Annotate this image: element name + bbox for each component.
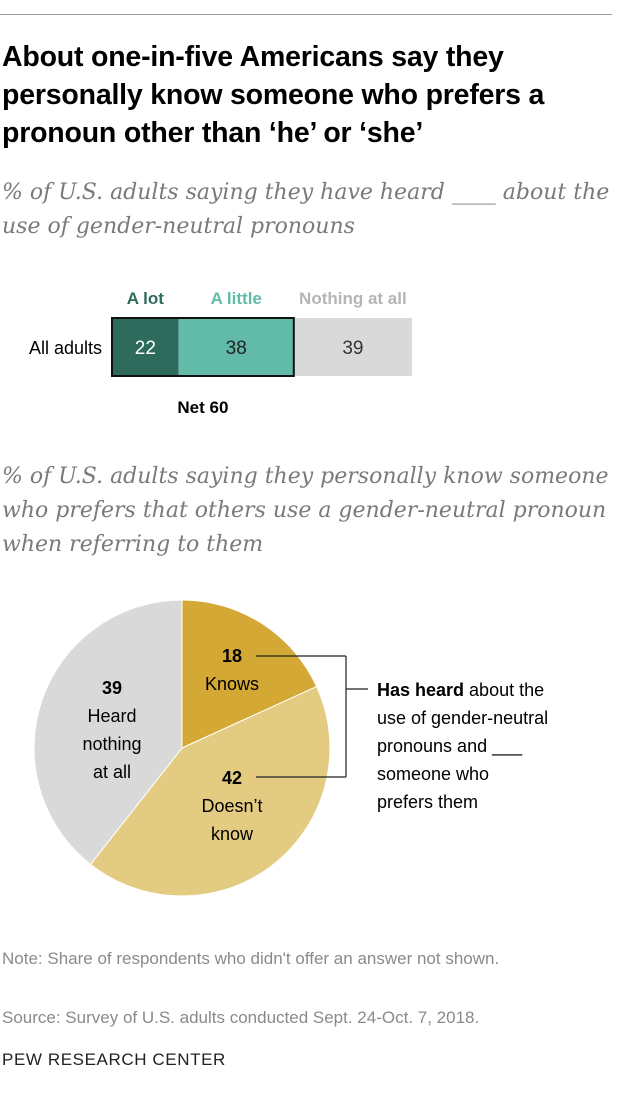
slice-label-knows: Knows (205, 674, 259, 694)
bar-chart-subtitle: % of U.S. adults saying they have heard … (2, 180, 610, 239)
pie-slice (89, 685, 331, 897)
chart-title: About one-in-five Americans say they per… (2, 41, 545, 149)
legend-label: A little (211, 289, 262, 308)
bar-value-label: 39 (342, 338, 363, 359)
top-rule (0, 14, 612, 15)
pie-chart-subtitle: % of U.S. adults saying they personally … (2, 464, 609, 557)
slice-label-doesnt-know: Doesn’t (201, 796, 262, 816)
net-outline (111, 317, 295, 377)
slice-label-heard-nothing: Heard (87, 706, 136, 726)
legend-label: Nothing at all (299, 289, 407, 308)
bar-segment (178, 318, 294, 376)
bar-segment (293, 318, 412, 376)
source-text: Source: Survey of U.S. adults conducted … (2, 1008, 480, 1027)
annotation-text: Has heard about the (377, 680, 544, 700)
slice-label-heard-nothing: 39 (102, 678, 122, 698)
annotation-text-line: prefers them (377, 792, 478, 812)
note-text: Note: Share of respondents who didn't of… (2, 949, 500, 968)
bar-segment (112, 318, 179, 376)
bar-value-label: 38 (226, 338, 247, 359)
slice-label-doesnt-know: know (211, 824, 254, 844)
annotation-text-line: use of gender-neutral (377, 708, 548, 728)
pie-chart: 18 Knows 42 Doesn’t know 39 Heard nothing at all… (33, 600, 548, 897)
slice-label-doesnt-know: 42 (222, 768, 242, 788)
annotation-text-line: someone who (377, 764, 489, 784)
category-label: All adults (29, 338, 102, 358)
slice-label-heard-nothing: at all (93, 762, 131, 782)
pie-slice (33, 600, 183, 866)
net-label: Net 60 (177, 398, 228, 417)
legend-label: A lot (127, 289, 164, 308)
pie-slice (181, 600, 318, 749)
slice-label-knows: 18 (222, 646, 242, 666)
brand-label: PEW RESEARCH CENTER (2, 1050, 226, 1069)
slice-label-heard-nothing: nothing (82, 734, 141, 754)
stacked-bar-chart: A lot 22 A little 38 Nothing at all 39 Net 60 A… (29, 289, 412, 417)
bar-value-label: 22 (135, 338, 156, 359)
annotation-text-line: pronouns and ___ (377, 736, 523, 757)
